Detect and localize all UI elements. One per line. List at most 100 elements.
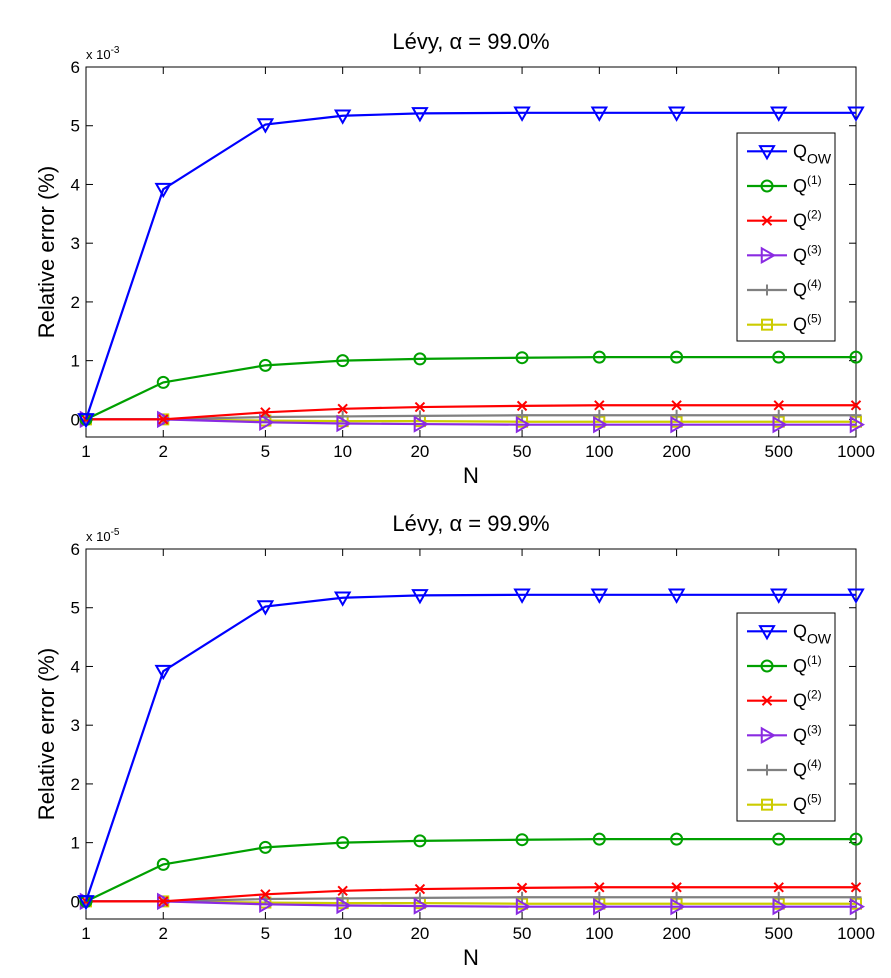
x-tick-label: 1000 xyxy=(837,442,875,461)
series-4-line xyxy=(86,900,856,908)
legend-marker xyxy=(760,179,774,193)
series-3-line xyxy=(86,404,856,421)
series-4-point xyxy=(593,897,609,916)
series-1-point xyxy=(590,588,609,604)
series-1-point xyxy=(770,106,788,122)
legend-label-sup: (3) xyxy=(807,242,822,256)
x-tick-label: 500 xyxy=(765,924,793,943)
series-5-line xyxy=(86,414,856,421)
series-5-point xyxy=(516,891,528,903)
y-exponent-label: x 10-3 xyxy=(86,45,120,62)
series-2-point xyxy=(849,350,863,364)
series-4-point xyxy=(336,414,352,433)
series-4-line xyxy=(86,418,856,426)
series-5-point xyxy=(850,891,862,903)
series-1 xyxy=(77,588,865,911)
y-exponent-label: x 10-5 xyxy=(86,527,120,544)
series-3-point xyxy=(671,400,682,411)
legend-marker xyxy=(760,659,774,673)
legend-label: Q(3) xyxy=(793,722,822,745)
plot-area xyxy=(85,548,857,920)
series-5-point xyxy=(773,891,785,903)
series-2-point xyxy=(772,832,786,846)
y-tick-label: 0 xyxy=(71,410,80,429)
series-2-point xyxy=(336,836,350,850)
series-5-point xyxy=(593,891,605,903)
legend-marker xyxy=(761,215,773,226)
series-3-point xyxy=(260,889,271,900)
legend-label-base: Q xyxy=(793,621,807,641)
series-3-point xyxy=(773,400,784,411)
series-2-point xyxy=(515,351,529,365)
y-axis-label: Relative error (%) xyxy=(34,166,59,338)
series-2-point xyxy=(413,834,427,848)
x-tick-label: 5 xyxy=(261,924,270,943)
y-tick-label: 4 xyxy=(71,175,80,194)
legend-marker xyxy=(761,318,773,331)
legend-label-base: Q xyxy=(793,795,807,815)
legend-label-sup: (2) xyxy=(807,688,822,702)
series-1-line xyxy=(84,593,856,902)
legend-label: Q(1) xyxy=(793,173,822,196)
series-2-line xyxy=(85,356,856,421)
series-3-point xyxy=(516,882,528,894)
legend-label-base: Q xyxy=(793,245,807,265)
legend-label-base: Q xyxy=(793,141,807,161)
y-tick-label: 4 xyxy=(71,657,80,676)
legend-label-base: Q xyxy=(793,760,807,780)
series-1-point xyxy=(590,106,609,122)
series-2 xyxy=(79,350,863,426)
series-4-point xyxy=(670,897,686,916)
legend-label-base: Q xyxy=(793,176,807,196)
series-4-point xyxy=(259,895,275,914)
y-tick-label: 1 xyxy=(71,352,80,371)
series-4 xyxy=(79,410,866,434)
legend-marker xyxy=(758,145,776,161)
series-3-point xyxy=(516,400,528,412)
series-1-point xyxy=(411,589,429,605)
series-1-point xyxy=(770,588,788,604)
series-2-point xyxy=(258,840,272,854)
series-3-point xyxy=(594,400,605,411)
series-3-point xyxy=(850,882,862,893)
series-2-point xyxy=(670,350,684,364)
legend-label-sup: (4) xyxy=(807,277,822,291)
series-1-point xyxy=(154,182,172,199)
legend-label: Q(4) xyxy=(793,757,822,780)
series-4-point xyxy=(670,415,686,434)
y-exponent-text: -3 xyxy=(111,45,120,56)
x-axis-label: N xyxy=(463,463,479,488)
series-3-line xyxy=(86,886,856,903)
legend-label: Q(3) xyxy=(793,242,822,265)
x-tick-label: 1000 xyxy=(837,924,875,943)
series-4-point xyxy=(413,415,429,433)
y-tick-label: 5 xyxy=(71,599,80,618)
x-tick-label: 10 xyxy=(333,924,352,943)
x-tick-label: 100 xyxy=(585,442,613,461)
series-2-point xyxy=(336,354,350,368)
legend-label-base: Q xyxy=(793,280,807,300)
series-1-point xyxy=(513,588,531,604)
y-tick-label: 6 xyxy=(71,540,80,559)
series-3 xyxy=(80,400,862,425)
series-3-point xyxy=(414,883,426,895)
legend-marker xyxy=(761,284,773,296)
legend-label-base: Q xyxy=(793,725,807,745)
legend-label-sup: (3) xyxy=(807,722,822,736)
series-2-point xyxy=(413,352,427,366)
series-5-line xyxy=(86,896,856,903)
legend-label-sub: OW xyxy=(807,150,832,166)
x-tick-label: 20 xyxy=(410,442,429,461)
legend-label-base: Q xyxy=(793,211,807,231)
x-tick-label: 2 xyxy=(159,924,168,943)
series-5-point xyxy=(516,409,528,421)
legend-marker xyxy=(758,625,776,641)
legend-box xyxy=(736,132,836,342)
series-3 xyxy=(80,882,862,907)
series-1-point xyxy=(77,895,95,911)
x-tick-label: 20 xyxy=(410,924,429,943)
series-1-point xyxy=(333,109,352,125)
legend-label-sub: OW xyxy=(807,630,832,646)
